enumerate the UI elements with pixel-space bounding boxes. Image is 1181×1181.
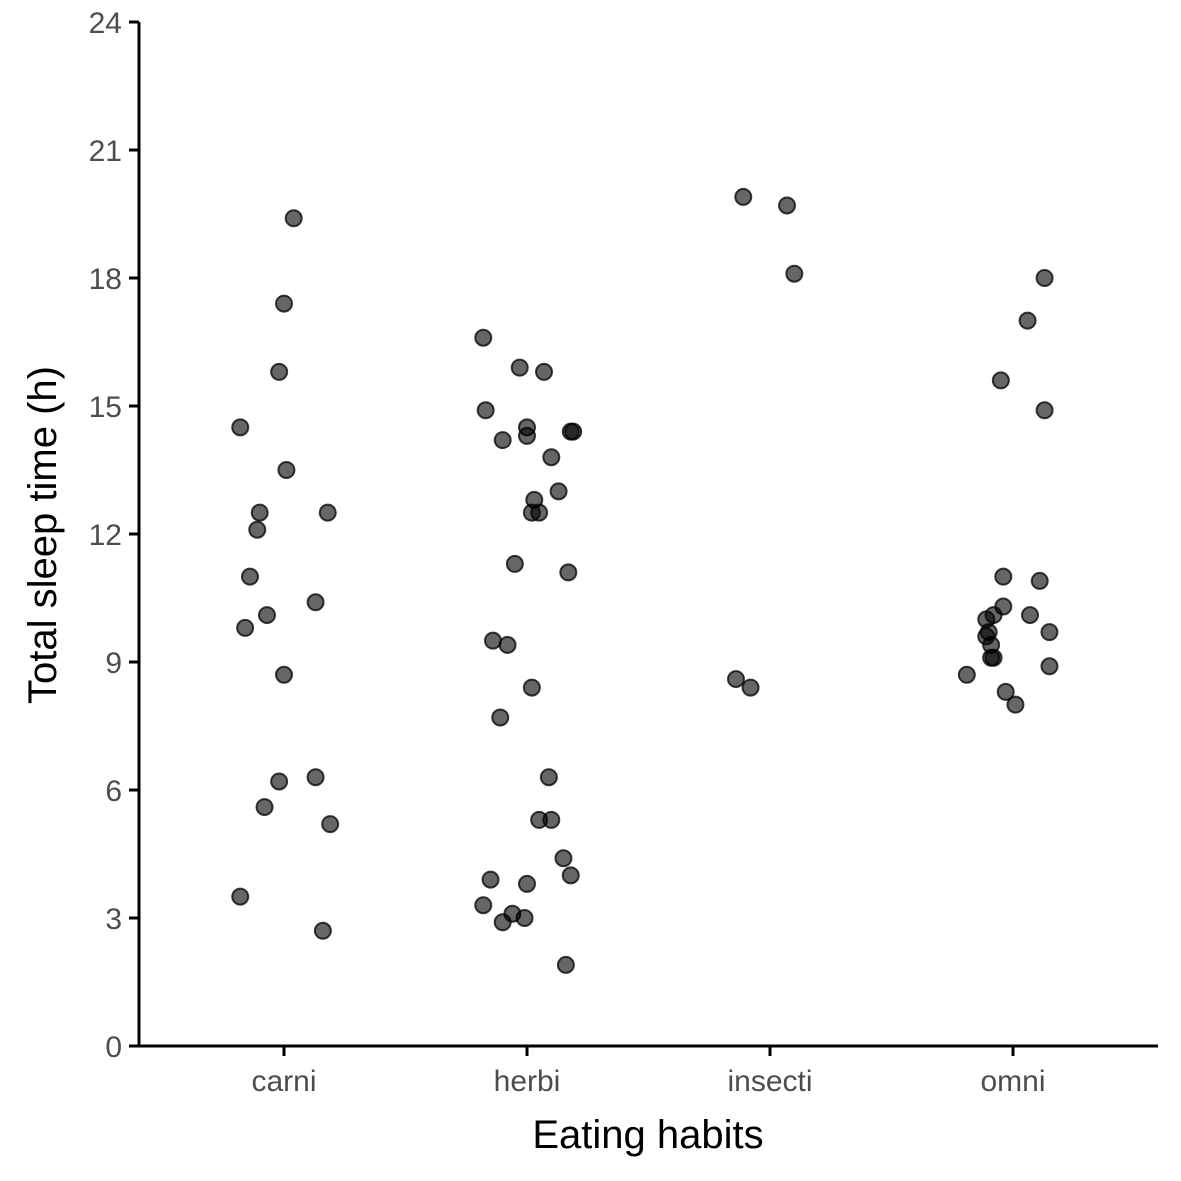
data-point-omni [991, 371, 1010, 390]
data-point-herbi [518, 426, 536, 445]
data-point-omni [984, 606, 1003, 625]
data-point-herbi [515, 909, 534, 927]
data-point-omni [1040, 657, 1059, 676]
data-point-omni [1035, 401, 1054, 420]
y-axis-ticks: 0 3 6 9 12 15 18 21 24 [89, 7, 139, 1064]
data-point-omni [982, 648, 1001, 667]
data-point-herbi [498, 635, 517, 654]
data-point-herbi [481, 870, 500, 889]
data-point-omni [996, 682, 1015, 701]
data-point-insecti [778, 196, 797, 215]
data-point-carni [236, 618, 255, 637]
data-point-carni [306, 768, 325, 787]
data-point-carni [284, 209, 303, 228]
data-point-herbi [522, 678, 541, 697]
data-points [231, 187, 1059, 974]
data-point-herbi [491, 708, 510, 727]
data-point-omni [1018, 311, 1037, 330]
data-point-herbi [561, 866, 580, 885]
data-point-herbi [564, 422, 583, 441]
y-tick-label: 24 [89, 7, 122, 40]
y-tick-label: 12 [89, 519, 122, 552]
x-tick-label-herbi: herbi [494, 1065, 561, 1098]
y-tick-label: 6 [105, 775, 122, 808]
data-point-herbi [539, 768, 558, 787]
data-point-herbi [476, 401, 495, 420]
data-point-omni [1021, 606, 1040, 625]
data-point-carni [270, 362, 289, 381]
data-point-carni [257, 606, 276, 625]
data-point-insecti [726, 670, 745, 689]
data-point-carni [231, 887, 250, 906]
data-point-carni [306, 593, 325, 612]
data-point-herbi [556, 955, 575, 974]
y-tick-label: 9 [105, 647, 122, 680]
data-point-carni [277, 461, 296, 479]
y-axis-title: Total sleep time (h) [21, 366, 65, 704]
data-point-herbi [542, 810, 561, 829]
data-point-herbi [510, 358, 529, 377]
data-point-herbi [559, 563, 578, 582]
data-point-herbi [493, 913, 512, 932]
data-point-herbi [522, 503, 541, 522]
x-axis-ticks: carni herbi insecti omni [251, 1046, 1046, 1098]
data-point-carni [275, 294, 293, 313]
data-point-omni [1006, 695, 1025, 714]
y-tick-label: 21 [89, 135, 122, 168]
data-point-insecti [741, 678, 760, 697]
data-point-carni [321, 815, 340, 834]
y-tick-label: 15 [89, 391, 122, 424]
data-point-carni [318, 503, 337, 522]
data-point-omni [994, 567, 1013, 586]
data-point-herbi [474, 896, 493, 915]
data-point-omni [1030, 571, 1049, 590]
data-point-herbi [549, 482, 568, 501]
data-point-herbi [554, 849, 573, 868]
data-point-herbi [483, 631, 502, 650]
data-point-carni [313, 921, 332, 940]
data-point-insecti [785, 264, 804, 283]
data-point-carni [240, 567, 259, 586]
axes [137, 22, 1158, 1048]
data-point-carni [270, 772, 289, 791]
x-axis-title: Eating habits [532, 1113, 763, 1157]
data-point-insecti [734, 187, 753, 206]
data-point-herbi [474, 328, 493, 347]
data-point-carni [250, 503, 269, 522]
x-tick-label-insecti: insecti [727, 1065, 812, 1098]
x-tick-label-carni: carni [251, 1065, 316, 1098]
y-tick-label: 0 [105, 1031, 122, 1064]
data-point-herbi [518, 874, 536, 893]
data-point-omni [1040, 623, 1059, 642]
data-point-carni [248, 520, 267, 539]
y-tick-label: 3 [105, 903, 122, 936]
data-point-carni [255, 798, 274, 817]
data-point-carni [275, 665, 293, 684]
data-point-herbi [493, 431, 512, 450]
data-point-carni [231, 418, 250, 437]
data-point-omni [1035, 269, 1054, 287]
data-point-herbi [542, 448, 561, 467]
y-tick-label: 18 [89, 263, 122, 296]
data-point-herbi [505, 554, 524, 573]
data-point-omni [957, 665, 976, 684]
x-tick-label-omni: omni [980, 1065, 1045, 1098]
data-point-herbi [535, 362, 554, 381]
